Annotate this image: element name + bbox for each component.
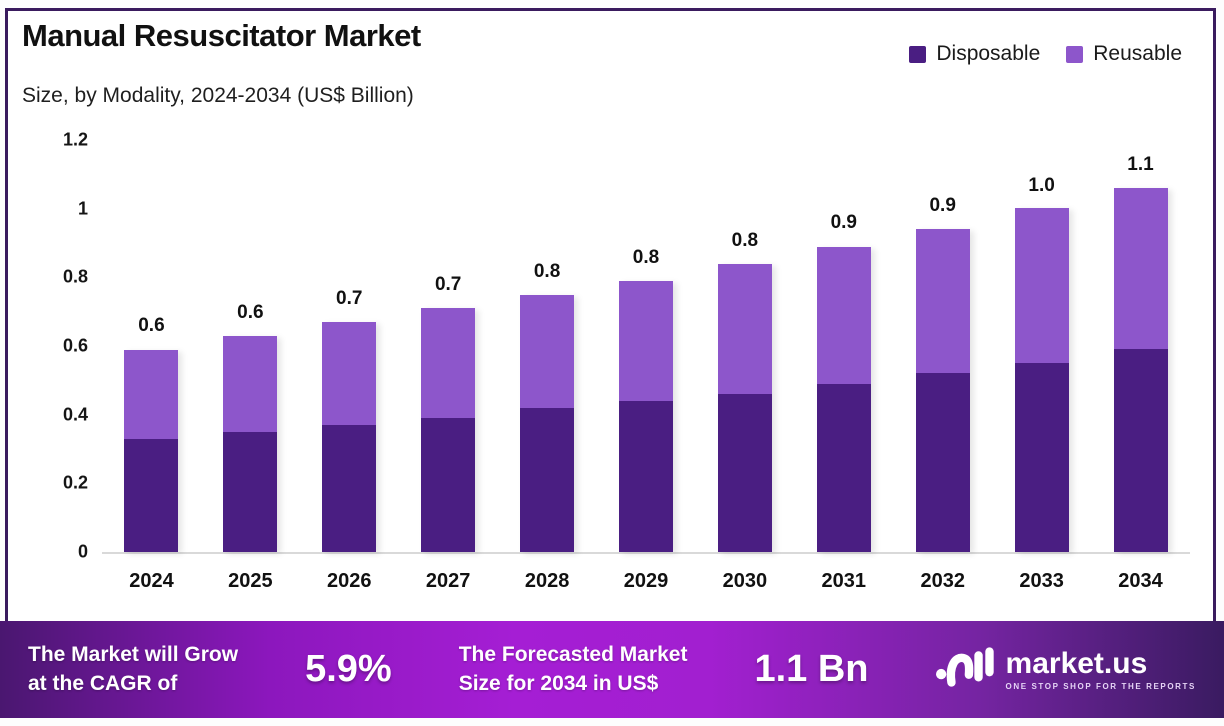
legend-item-disposable: Disposable: [909, 42, 1040, 66]
bar-group-2024: 0.6: [124, 140, 179, 552]
y-axis-tick: 0.6: [62, 335, 88, 356]
forecast-line2: Size for 2034 in US$: [458, 671, 659, 695]
stacked-bar-2029: [618, 281, 673, 552]
stacked-bar-2025: [223, 336, 278, 552]
plot-area: 0.6 0.6 0.7 0.7 0.8 0.8 0.8 0.9 0.9 1.0 1.1: [102, 140, 1190, 554]
page-subtitle: Size, by Modality, 2024-2034 (US$ Billio…: [22, 84, 414, 107]
stacked-bar-2026: [322, 322, 377, 552]
y-axis-tick: 0.4: [62, 404, 88, 425]
market-us-logo: market.us ONE STOP SHOP FOR THE REPORTS: [935, 644, 1196, 695]
x-axis-label-2026: 2026: [327, 570, 372, 592]
bar-total-label-2025: 0.6: [237, 301, 264, 323]
stacked-bar-2030: [717, 264, 772, 552]
bar-group-2032: 0.9: [915, 140, 970, 552]
bar-segment-disposable-2034: [1113, 349, 1168, 552]
y-axis-tick: 0.8: [62, 266, 88, 287]
bar-total-label-2024: 0.6: [138, 315, 165, 337]
bar-segment-reusable-2034: [1113, 188, 1168, 349]
bar-segment-disposable-2027: [421, 418, 476, 552]
bar-segment-disposable-2030: [717, 394, 772, 552]
x-axis-label-2032: 2032: [920, 570, 965, 592]
stacked-bar-2031: [816, 247, 871, 552]
bar-segment-reusable-2027: [421, 308, 476, 418]
bar-group-2028: 0.8: [520, 140, 575, 552]
bar-segment-disposable-2028: [520, 408, 575, 552]
bar-total-label-2029: 0.8: [632, 246, 660, 268]
stacked-bar-2024: [124, 350, 179, 552]
bar-total-label-2033: 1.0: [1028, 174, 1055, 196]
bar-segment-reusable-2029: [618, 281, 673, 401]
cagr-line1: The Market will Grow: [28, 643, 239, 667]
stacked-bar-2034: [1113, 188, 1168, 552]
cagr-value: 5.9%: [305, 648, 392, 690]
y-axis-tick: 0: [77, 541, 88, 562]
y-axis: 1.2 1 0.8 0.6 0.4 0.2 0: [30, 130, 88, 562]
bar-segment-disposable-2033: [1014, 363, 1069, 552]
cagr-line2: at the CAGR of: [28, 671, 178, 695]
bar-segment-disposable-2026: [322, 425, 377, 552]
page-border-frame: [5, 8, 1216, 708]
bar-total-label-2032: 0.9: [929, 195, 956, 217]
market-us-logo-icon: [935, 644, 994, 695]
x-axis-labels: 2024 2025 2026 2027 2028 2029 2030 2031 2032 2033…: [102, 570, 1190, 593]
bar-group-2033: 1.0: [1014, 140, 1069, 552]
bar-segment-reusable-2028: [520, 295, 575, 408]
forecast-value: 1.1 Bn: [754, 648, 869, 690]
forecast-line1: The Forecasted Market: [458, 643, 688, 667]
bar-group-2030: 0.8: [717, 140, 772, 552]
legend-label: Reusable: [1093, 42, 1182, 65]
legend-label: Disposable: [936, 42, 1041, 65]
bar-group-2026: 0.7: [322, 140, 377, 552]
x-axis-label-2025: 2025: [228, 570, 273, 592]
bar-group-2034: 1.1: [1113, 140, 1168, 552]
bar-group-2031: 0.9: [816, 140, 871, 552]
bar-group-2027: 0.7: [421, 140, 476, 552]
x-axis-label-2033: 2033: [1019, 570, 1064, 592]
bar-segment-reusable-2026: [322, 322, 377, 425]
bar-total-label-2027: 0.7: [434, 274, 462, 296]
bar-segment-reusable-2024: [124, 350, 179, 439]
bar-segment-disposable-2032: [915, 373, 970, 552]
y-axis-tick: 0.2: [62, 472, 88, 493]
bar-segment-reusable-2032: [915, 229, 970, 373]
bar-group-2025: 0.6: [223, 140, 278, 552]
logo-name: market.us: [1005, 646, 1148, 680]
x-axis-label-2024: 2024: [129, 570, 174, 592]
cagr-text: The Market will Grow at the CAGR of: [28, 641, 238, 698]
logo-tagline: ONE STOP SHOP FOR THE REPORTS: [1005, 681, 1196, 691]
legend-swatch-icon: [909, 45, 927, 63]
y-axis-tick: 1: [77, 198, 88, 219]
bar-segment-disposable-2025: [223, 432, 278, 552]
x-axis-label-2030: 2030: [722, 570, 768, 592]
x-axis-label-2027: 2027: [425, 570, 471, 592]
stacked-bar-2028: [520, 295, 575, 552]
forecast-text: The Forecasted Market Size for 2034 in U…: [459, 641, 688, 698]
footer-banner: The Market will Grow at the CAGR of 5.9%…: [0, 621, 1224, 718]
stacked-bar-2033: [1014, 208, 1069, 552]
bar-segment-reusable-2030: [717, 264, 772, 394]
x-axis-label-2031: 2031: [821, 570, 867, 592]
bar-total-label-2034: 1.1: [1127, 154, 1154, 176]
bar-segment-disposable-2024: [124, 439, 179, 552]
bar-segment-disposable-2029: [618, 401, 673, 552]
legend: Disposable Reusable: [909, 42, 1182, 66]
bar-segment-reusable-2025: [223, 336, 278, 432]
bar-segment-reusable-2031: [816, 247, 871, 384]
bar-segment-reusable-2033: [1014, 208, 1069, 363]
bar-segment-disposable-2031: [816, 384, 871, 552]
x-axis-label-2029: 2029: [623, 570, 669, 592]
page-title: Manual Resuscitator Market: [22, 18, 421, 53]
x-axis-label-2034: 2034: [1118, 570, 1163, 592]
bar-group-2029: 0.8: [618, 140, 673, 552]
stacked-bar-2027: [421, 308, 476, 552]
bar-total-label-2030: 0.8: [731, 229, 759, 251]
x-axis-label-2028: 2028: [524, 570, 570, 592]
stacked-bar-2032: [915, 229, 970, 552]
y-axis-tick: 1.2: [62, 129, 88, 150]
bar-total-label-2026: 0.7: [336, 287, 363, 309]
legend-swatch-icon: [1066, 45, 1084, 63]
legend-item-reusable: Reusable: [1066, 42, 1182, 66]
bar-total-label-2031: 0.9: [830, 212, 857, 234]
bar-total-label-2028: 0.8: [533, 260, 561, 282]
